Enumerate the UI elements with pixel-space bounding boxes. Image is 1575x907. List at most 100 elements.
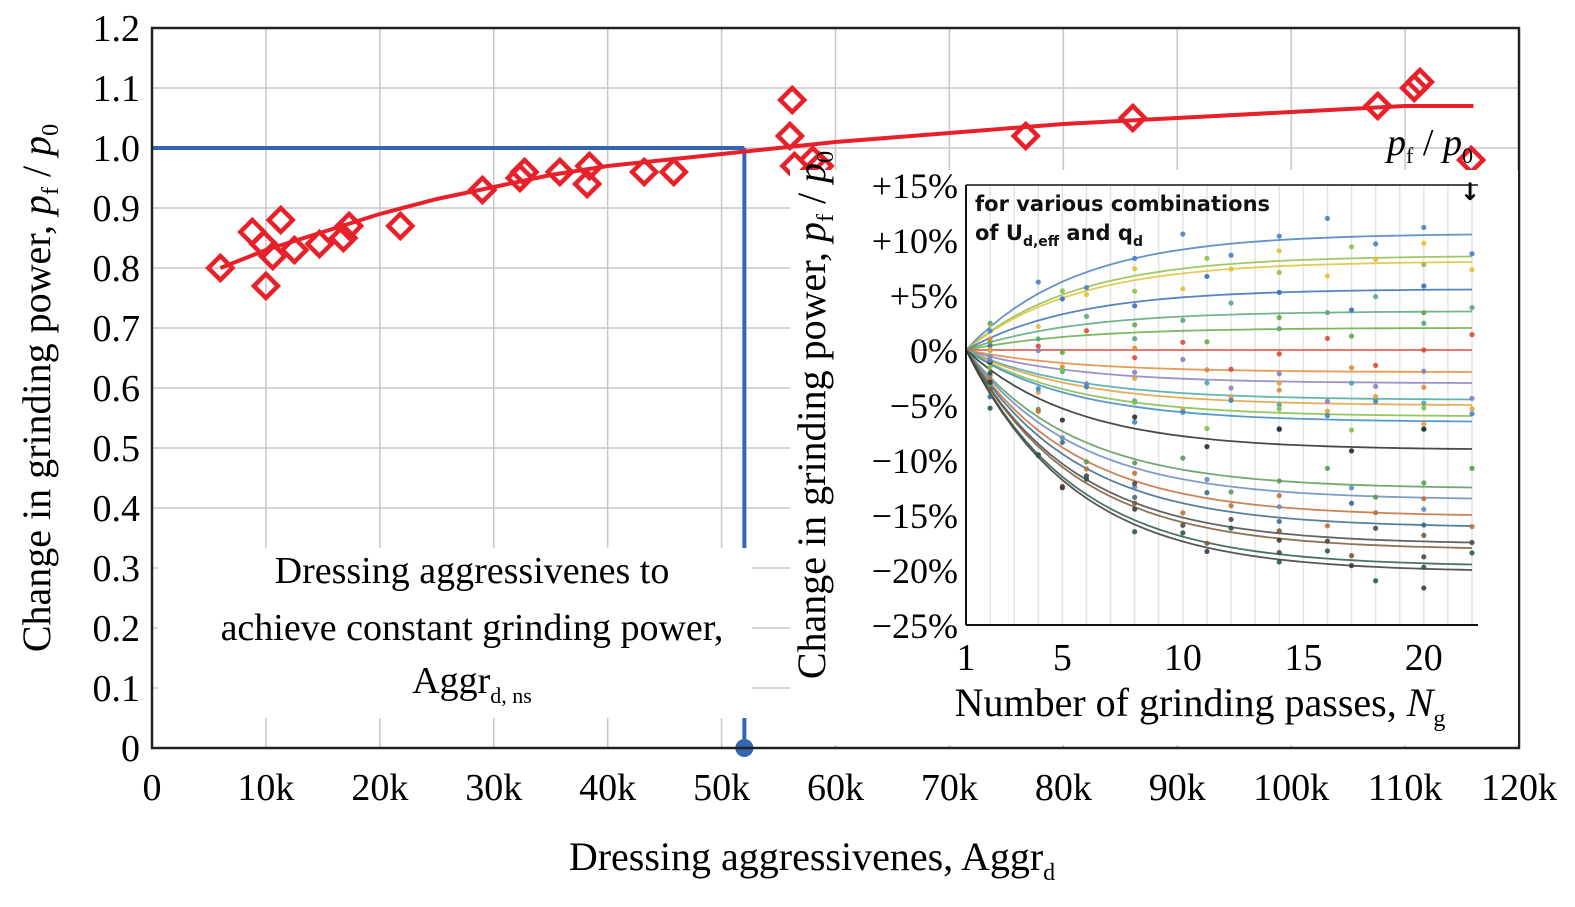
data-point — [250, 270, 282, 302]
inset-point — [1276, 387, 1282, 393]
data-point — [304, 228, 335, 260]
inset-point — [1348, 500, 1355, 506]
inset-legend-title-2: of Ud,eff and qd — [975, 221, 1143, 250]
inset-point — [987, 336, 993, 342]
inset-point — [1276, 518, 1282, 525]
inset-point — [1180, 339, 1186, 345]
inset-point — [1132, 480, 1138, 487]
inset-point — [987, 343, 993, 349]
y-tick-label: 1.1 — [93, 68, 141, 110]
inset-y-axis-label: Change in grinding power, pf / p0 — [789, 151, 839, 679]
inset-y-tick-label: +15% — [872, 166, 958, 206]
data-point — [544, 156, 576, 188]
inset-point — [1059, 485, 1065, 491]
inset-point — [1228, 525, 1234, 531]
inset-point — [1228, 266, 1234, 272]
inset-point — [1228, 300, 1234, 306]
inset-point — [1348, 307, 1355, 313]
x-tick-label: 80k — [1035, 767, 1092, 809]
inset-point — [1204, 548, 1210, 555]
inset-point — [1035, 348, 1041, 354]
inset-point — [1204, 339, 1210, 345]
inset-point — [1276, 402, 1282, 408]
inset-point — [1421, 585, 1427, 591]
inset-point — [1421, 426, 1427, 432]
data-point — [257, 240, 288, 272]
inset-x-tick-label: 10 — [1164, 637, 1202, 679]
inset-point — [1324, 273, 1331, 279]
inset-point — [1324, 309, 1331, 316]
inset-curve — [965, 349, 1473, 571]
inset-point — [1421, 554, 1427, 560]
inset-curve — [965, 310, 1472, 351]
y-tick-label: 0.2 — [93, 608, 141, 650]
annotation-line-3: Aggrd, ns — [412, 660, 532, 708]
inset-point — [1228, 397, 1234, 403]
inset-point — [1421, 240, 1427, 246]
inset-point — [1180, 286, 1186, 292]
inset-y-tick-label: −15% — [872, 496, 958, 536]
y-tick-label: 0.9 — [93, 188, 141, 230]
inset-curve — [965, 349, 1472, 384]
annotation-box — [158, 548, 752, 718]
inset-point — [1373, 510, 1379, 516]
y-tick-label: 0.1 — [93, 668, 141, 710]
inset-point — [1180, 455, 1186, 461]
inset-point — [1276, 351, 1282, 357]
data-point — [1399, 72, 1430, 104]
inset-point — [987, 405, 993, 411]
inset-point — [1421, 522, 1427, 528]
inset-point — [1204, 380, 1210, 386]
inset-point — [1469, 523, 1475, 530]
inset-point — [1276, 537, 1282, 543]
inset-point — [1421, 262, 1427, 268]
inset-point — [1059, 417, 1065, 423]
y-tick-label: 0.5 — [93, 428, 141, 470]
inset-point — [1132, 288, 1138, 294]
inset-point — [1373, 393, 1379, 400]
inset-point — [1276, 326, 1282, 332]
inset-point — [1228, 366, 1234, 372]
y-tick-label: 1.2 — [93, 8, 141, 50]
inset-point — [1324, 413, 1331, 419]
inset-curve — [965, 349, 1473, 489]
data-point — [385, 210, 416, 242]
inset-point — [1373, 362, 1379, 368]
inset-point — [987, 386, 993, 393]
inset-point — [1083, 384, 1090, 390]
inset-curve — [965, 349, 1473, 417]
inset-point — [1228, 394, 1234, 400]
inset-point — [1132, 419, 1138, 425]
inset-y-tick-label: −25% — [872, 606, 958, 646]
inset-point — [1276, 371, 1282, 377]
inset-point — [1035, 279, 1041, 285]
inset-point — [1324, 523, 1331, 529]
inset-point — [1324, 335, 1331, 342]
inset-point — [1083, 313, 1090, 319]
down-arrow-icon: ↓ — [1460, 178, 1480, 206]
inset-y-tick-labels: +15% +10% +5% 0% −5% −10% −15% −20% −25% — [872, 166, 958, 646]
inset-point — [1469, 539, 1475, 546]
inset-point — [1469, 332, 1475, 338]
inset-point — [1373, 525, 1379, 531]
inset-point — [1204, 425, 1210, 432]
inset-point — [1083, 459, 1090, 465]
inset-point — [1373, 294, 1379, 300]
inset-point — [1348, 380, 1355, 386]
inset-point — [1324, 548, 1331, 554]
inset-point — [1276, 314, 1282, 321]
inset-point — [1373, 494, 1379, 500]
inset-point — [1276, 426, 1282, 432]
inset-point — [987, 379, 993, 385]
inset-point — [1180, 231, 1186, 237]
x-tick-label: 0 — [143, 767, 162, 809]
inset-point — [1228, 516, 1234, 523]
inset-legend-title-1: for various combinations — [975, 192, 1270, 216]
inset-point — [1083, 291, 1090, 298]
inset-y-tick-label: +5% — [890, 276, 958, 316]
inset-curve — [965, 349, 1473, 450]
data-point — [574, 150, 605, 182]
inset-curve — [965, 261, 1473, 351]
inset-point — [1421, 421, 1427, 427]
data-point — [265, 204, 296, 236]
